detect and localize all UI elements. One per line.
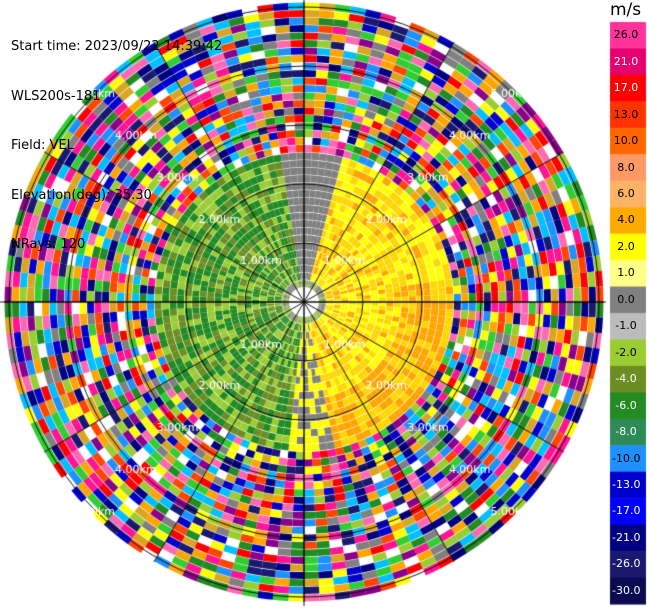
colorbar-tick-label: 10.0	[613, 134, 639, 148]
colorbar-tick-label: -30.0	[612, 583, 641, 597]
field-text: Field: VEL	[11, 138, 74, 153]
colorbar-tick-label: 1.0	[617, 266, 635, 280]
colorbar-tick-label: -1.0	[615, 319, 637, 333]
colorbar-tick-label: -13.0	[612, 477, 641, 491]
colorbar-unit: m/s	[610, 0, 642, 20]
colorbar-tick-label: -8.0	[615, 425, 637, 439]
colorbar-tick-label: 26.0	[613, 28, 639, 42]
colorbar-tick-label: -21.0	[612, 530, 641, 544]
colorbar-tick-label: -17.0	[612, 504, 641, 518]
nrays-text: NRays: 120	[11, 237, 86, 252]
colorbar-tick-label: 4.0	[617, 213, 635, 227]
colorbar-tick-label: 13.0	[613, 107, 639, 121]
start-time-text: Start time: 2023/09/22 14:39:42	[11, 39, 223, 54]
colorbar-tick-label: -6.0	[615, 398, 637, 412]
colorbar-tick-label: 2.0	[617, 239, 635, 253]
colorbar-tick-label: 6.0	[617, 186, 635, 200]
colorbar-tick-label: 17.0	[613, 81, 639, 95]
instrument-text: WLS200s-181	[11, 88, 101, 104]
scan-info-panel: Start time: 2023/09/22 14:39:42 WLS200s-…	[11, 6, 222, 270]
colorbar-tick-label: 8.0	[617, 160, 635, 174]
colorbar-tick-label: -4.0	[615, 372, 637, 386]
colorbar-tick-label: -2.0	[615, 345, 637, 359]
elevation-text: Elevation(deg): 35.30	[11, 187, 152, 203]
colorbar-tick-label: -26.0	[612, 557, 641, 571]
colorbar-tick-label: 0.0	[617, 292, 635, 306]
colorbar-tick-label: 21.0	[613, 54, 639, 68]
colorbar-tick-label: -10.0	[612, 451, 641, 465]
